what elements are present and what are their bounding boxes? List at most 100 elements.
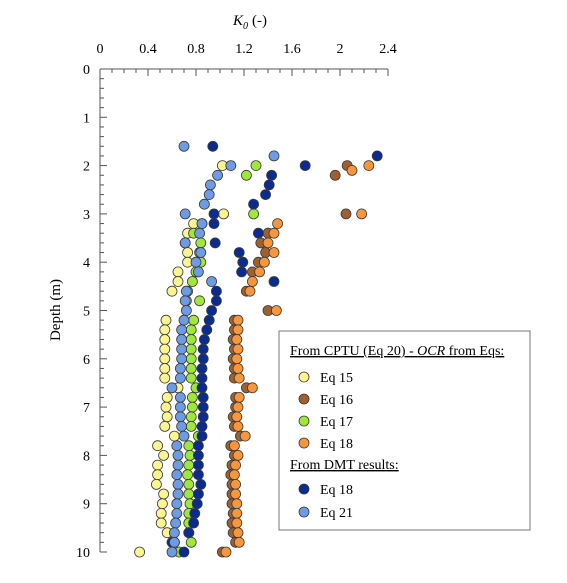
legend-marker — [298, 506, 310, 518]
x-tick-label: 2.4 — [379, 42, 397, 57]
y-tick-label: 0 — [83, 63, 90, 78]
y-tick-label: 3 — [83, 208, 90, 223]
series-4 — [166, 140, 383, 558]
x-tick-label: 0 — [97, 42, 104, 57]
data-point — [158, 449, 170, 461]
data-point — [176, 420, 188, 432]
data-point — [197, 411, 209, 423]
data-point — [160, 401, 172, 413]
data-point — [192, 266, 204, 278]
legend-dmt-entries: Eq 18 Eq 21 — [298, 483, 353, 521]
data-point — [159, 363, 171, 374]
data-point — [185, 363, 197, 374]
data-point — [260, 189, 272, 201]
data-point — [207, 140, 219, 152]
x-tick-label: 1.6 — [283, 42, 301, 57]
data-point — [237, 256, 249, 268]
legend-label: Eq 18 — [320, 483, 353, 498]
legend-marker — [298, 437, 310, 449]
data-point — [183, 478, 195, 490]
data-point — [346, 164, 358, 176]
data-point — [363, 160, 375, 172]
data-point — [178, 430, 190, 442]
data-point — [210, 295, 222, 307]
data-point — [185, 411, 197, 423]
y-axis-title: Depth (m) — [48, 279, 64, 341]
data-point — [268, 247, 280, 258]
data-point — [196, 363, 208, 374]
data-point — [230, 459, 242, 471]
data-point — [152, 440, 164, 452]
data-point — [159, 334, 171, 345]
data-point — [171, 440, 183, 452]
data-point — [185, 324, 197, 336]
data-point — [248, 198, 260, 210]
data-point — [156, 498, 168, 510]
data-point — [196, 420, 208, 432]
data-point — [150, 478, 162, 490]
data-point — [252, 227, 264, 239]
y-tick-label: 1 — [83, 111, 90, 126]
legend-heading-cptu: From CPTU (Eq 20) - OCR from Eqs: — [290, 344, 504, 359]
data-point — [197, 401, 209, 413]
data-point — [159, 343, 171, 355]
data-point — [166, 382, 178, 394]
x-tick-label: 1.2 — [235, 42, 253, 57]
data-point — [232, 401, 244, 413]
data-point — [174, 401, 186, 413]
data-point — [244, 285, 256, 297]
legend-label: Eq 21 — [320, 506, 353, 521]
data-point — [179, 208, 191, 220]
data-point — [196, 218, 208, 230]
data-point — [206, 305, 218, 316]
data-point — [246, 382, 258, 394]
data-point — [197, 353, 209, 365]
data-point — [270, 305, 282, 316]
data-point — [188, 517, 200, 529]
data-point — [174, 391, 186, 403]
data-point — [155, 517, 167, 529]
data-point — [232, 363, 244, 374]
data-point — [233, 247, 245, 258]
data-point — [236, 266, 248, 278]
data-point — [159, 324, 171, 336]
data-point — [174, 411, 186, 423]
data-point — [168, 527, 180, 539]
data-point — [172, 449, 184, 461]
data-point — [161, 411, 173, 423]
data-point — [185, 420, 197, 432]
data-point — [192, 459, 204, 471]
data-point — [197, 391, 209, 403]
data-point — [196, 372, 208, 384]
x-tick-label: 0.8 — [187, 42, 205, 57]
data-point — [248, 208, 260, 220]
data-point — [232, 449, 244, 461]
data-point — [176, 343, 188, 355]
data-point — [212, 169, 224, 181]
data-point — [231, 508, 243, 519]
data-point — [159, 372, 171, 384]
data-point — [194, 295, 206, 307]
data-point — [371, 150, 383, 162]
data-point — [188, 314, 200, 326]
y-tick-label: 4 — [83, 256, 90, 271]
data-point — [191, 498, 203, 510]
legend-heading-dmt: From DMT results: — [290, 458, 399, 473]
data-point — [183, 488, 195, 500]
data-point — [159, 353, 171, 365]
data-point — [185, 343, 197, 355]
legend-label: Eq 17 — [320, 415, 353, 430]
legend-marker — [298, 371, 310, 383]
data-point — [196, 430, 208, 442]
data-point — [232, 324, 244, 336]
y-tick-label: 6 — [83, 353, 90, 368]
y-tick-label: 2 — [83, 160, 90, 175]
data-point — [195, 478, 207, 490]
data-point — [268, 227, 280, 239]
legend-marker — [298, 483, 310, 495]
data-point — [239, 430, 251, 442]
data-point — [218, 208, 230, 220]
data-point — [198, 198, 210, 210]
data-point — [250, 160, 262, 172]
data-point — [189, 508, 201, 519]
